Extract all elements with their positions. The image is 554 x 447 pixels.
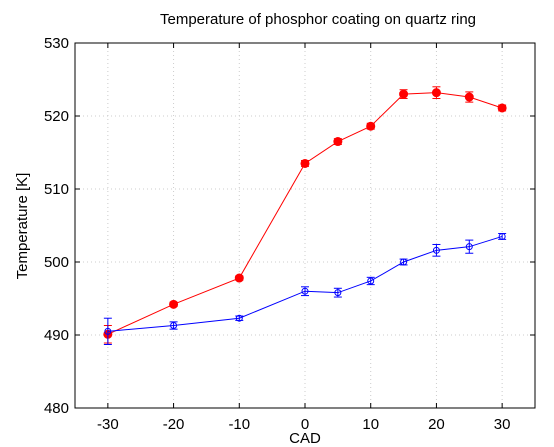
data-point xyxy=(465,243,473,251)
data-point xyxy=(234,273,244,283)
data-point xyxy=(333,137,343,147)
series-1 xyxy=(103,86,507,344)
x-tick-label: -20 xyxy=(163,416,185,433)
x-tick-label: -30 xyxy=(97,416,119,433)
y-tick-label: 520 xyxy=(44,108,69,125)
series-line xyxy=(107,92,503,335)
y-axis-title: Temperature [K] xyxy=(14,173,31,280)
x-axis-title: CAD xyxy=(289,430,321,447)
y-tick-label: 530 xyxy=(44,35,69,52)
data-point xyxy=(432,246,440,254)
x-tick-label: 10 xyxy=(362,416,379,433)
x-tick-label: 30 xyxy=(494,416,511,433)
x-tick-label: -10 xyxy=(228,416,250,433)
series-line xyxy=(107,235,503,332)
data-point xyxy=(498,232,506,240)
ticks: -30 -20 -10 0 10 20 30 480 490 500 510 520 530 xyxy=(44,35,535,433)
y-tick-label: 510 xyxy=(44,181,69,198)
data-point xyxy=(104,327,112,335)
data-point xyxy=(366,121,376,131)
data-point xyxy=(169,299,179,309)
data-point xyxy=(235,314,243,322)
series-layer xyxy=(103,86,507,345)
y-tick-label: 480 xyxy=(44,400,69,417)
data-point xyxy=(300,158,310,168)
y-tick-label: 500 xyxy=(44,254,69,271)
x-tick-label: 20 xyxy=(428,416,445,433)
data-point xyxy=(170,322,178,330)
data-point xyxy=(334,289,342,297)
data-point xyxy=(301,287,309,295)
x-tick-label: 0 xyxy=(301,416,309,433)
data-point xyxy=(464,92,474,102)
data-point xyxy=(367,277,375,285)
chart-title: Temperature of phosphor coating on quart… xyxy=(160,11,476,28)
series-2 xyxy=(103,232,507,345)
data-point xyxy=(400,258,408,266)
data-point xyxy=(431,88,441,98)
data-point xyxy=(497,103,507,113)
y-tick-label: 490 xyxy=(44,327,69,344)
data-point xyxy=(399,89,409,99)
